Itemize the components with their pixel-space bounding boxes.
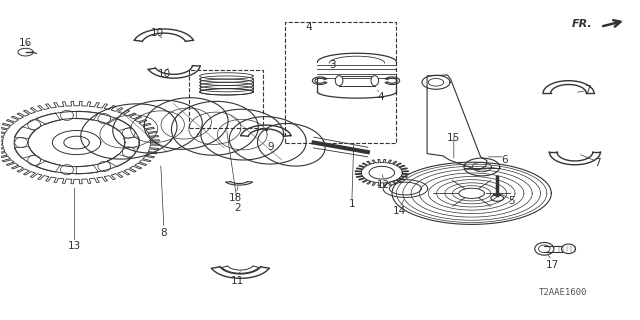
Ellipse shape — [371, 76, 379, 86]
Bar — [285, 22, 396, 142]
Text: 5: 5 — [508, 196, 515, 206]
Text: 18: 18 — [229, 193, 243, 203]
Text: FR.: FR. — [572, 19, 593, 29]
Bar — [189, 69, 262, 128]
Text: 4: 4 — [377, 92, 384, 101]
Text: 12: 12 — [377, 180, 390, 190]
Text: 6: 6 — [502, 155, 508, 165]
Text: 13: 13 — [68, 241, 81, 251]
Text: 4: 4 — [305, 22, 312, 32]
Text: 8: 8 — [161, 228, 167, 238]
Text: 9: 9 — [267, 142, 274, 152]
Text: 15: 15 — [447, 133, 460, 143]
Ellipse shape — [335, 76, 343, 86]
Text: 3: 3 — [329, 60, 335, 70]
Text: 10: 10 — [151, 28, 164, 38]
Text: 14: 14 — [393, 206, 406, 216]
Text: 7: 7 — [584, 85, 591, 95]
Text: 1: 1 — [349, 199, 355, 209]
Text: 2: 2 — [234, 203, 241, 212]
Text: 17: 17 — [546, 260, 559, 270]
Text: 11: 11 — [230, 276, 244, 285]
Text: T2AAE1600: T2AAE1600 — [540, 288, 588, 297]
Text: 7: 7 — [594, 158, 600, 168]
Text: 10: 10 — [157, 69, 170, 79]
Text: 16: 16 — [19, 38, 32, 48]
